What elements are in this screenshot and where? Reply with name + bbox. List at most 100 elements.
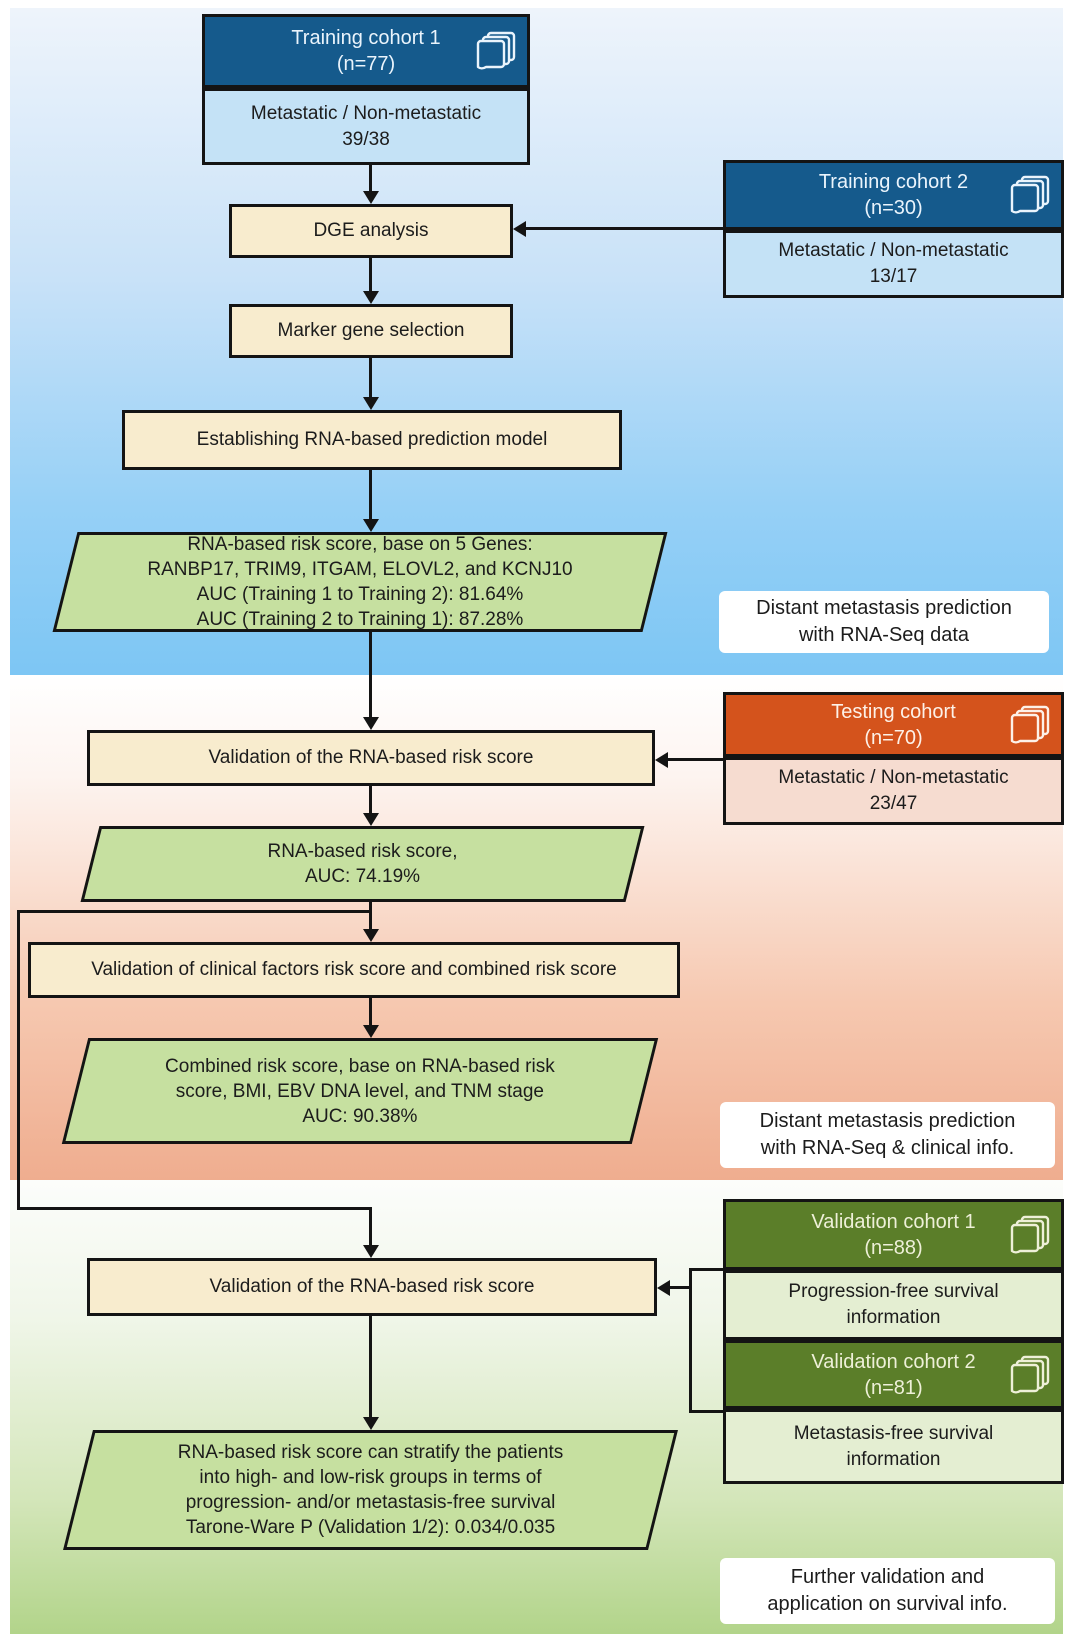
cohort-stat: Metastasis-free survival [793,1422,994,1444]
validation-cohort-1-header: Validation cohort 1 (n=88) [723,1199,1064,1270]
cohort-n: (n=70) [864,726,923,749]
result-text: Combined risk score, base on RNA-based r… [78,1054,642,1129]
cohort-title: Validation cohort 2 [811,1350,976,1373]
step-label: DGE analysis [313,220,429,241]
step-validate-clinical: Validation of clinical factors risk scor… [28,942,680,998]
training-cohort-1-stats: Metastatic / Non-metastatic 39/38 [202,88,530,165]
arrowhead-down [363,1025,379,1038]
training-cohort-2-header: Training cohort 2 (n=30) [723,160,1064,230]
result-line: AUC: 90.38% [302,1105,418,1127]
cohort-title: Testing cohort [831,700,956,723]
connector-line [369,470,372,521]
connector-line [670,1286,690,1289]
training-cohort-2-stats: Metastatic / Non-metastatic 13/17 [723,230,1064,298]
cohort-stat: 39/38 [342,128,390,150]
branch-line [17,1207,371,1210]
result-line: score, BMI, EBV DNA level, and TNM stage [175,1080,545,1102]
arrowhead-left [655,752,668,768]
documents-icon [1008,175,1052,215]
result-model-parallelogram: RNA-based risk score, base on 5 Genes: R… [52,532,668,632]
arrowhead-down [363,929,379,942]
testing-cohort-stats: Metastatic / Non-metastatic 23/47 [723,757,1064,825]
result-line: into high- and low-risk groups in terms … [199,1467,542,1488]
bracket-line [689,1410,723,1413]
caption-line: Further validation and [790,1566,985,1588]
validation-cohort-2-header: Validation cohort 2 (n=81) [723,1340,1064,1409]
connector-line [526,227,723,230]
caption-line: Distant metastasis prediction [759,1110,1016,1132]
validation-cohort-1-stats: Progression-free survival information [723,1270,1064,1340]
result-line: AUC: 74.19% [304,866,421,887]
result-text: RNA-based risk score, base on 5 Genes: R… [68,532,652,632]
training-cohort-1-header: Training cohort 1 (n=77) [202,14,530,88]
cohort-n: (n=77) [336,53,396,75]
connector-line [369,1316,372,1419]
step-label: Validation of the RNA-based risk score [209,1276,535,1297]
cohort-stat: information [846,1448,941,1470]
step-marker-gene-selection: Marker gene selection [229,304,513,358]
cohort-stat: 23/47 [869,793,918,814]
branch-line [17,910,20,1210]
arrowhead-left [513,221,526,237]
result-line: Tarone-Ware P (Validation 1/2): 0.034/0.… [185,1517,556,1538]
caption-rna-seq: Distant metastasis prediction with RNA-S… [719,591,1049,653]
bracket-line [689,1268,723,1271]
connector-line [369,786,372,815]
caption-line: application on survival info. [767,1593,1008,1615]
cohort-n: (n=88) [864,1236,923,1259]
documents-icon [1008,1215,1052,1255]
connector-line [369,358,372,399]
arrowhead-left [657,1280,670,1296]
documents-icon [1008,1355,1052,1395]
connector-line [369,258,372,293]
caption-line: Distant metastasis prediction [756,597,1012,619]
connector-line [668,758,723,761]
caption-clinical: Distant metastasis prediction with RNA-S… [720,1102,1055,1168]
documents-icon [474,31,518,71]
arrowhead-down [363,717,379,730]
cohort-n: (n=81) [864,1376,923,1399]
cohort-title: Validation cohort 1 [811,1210,976,1233]
result-survival-parallelogram: RNA-based risk score can stratify the pa… [63,1430,678,1550]
result-line: RANBP17, TRIM9, ITGAM, ELOVL2, and KCNJ1… [147,559,573,580]
result-text: RNA-based risk score can stratify the pa… [81,1440,660,1540]
cohort-stat: Progression-free survival [788,1281,999,1302]
arrowhead-down [363,519,379,532]
validation-cohort-2-stats: Metastasis-free survival information [723,1409,1064,1484]
result-line: RNA-based risk score, base on 5 Genes: [187,534,533,555]
cohort-title: Training cohort 1 [291,27,441,49]
cohort-title: Training cohort 2 [818,171,969,193]
caption-survival: Further validation and application on su… [720,1558,1055,1624]
arrowhead-down [363,1245,379,1258]
arrowhead-down [363,191,379,204]
caption-line: with RNA-Seq & clinical info. [760,1137,1015,1159]
step-dge-analysis: DGE analysis [229,204,513,258]
testing-cohort-header: Testing cohort (n=70) [723,692,1064,757]
arrowhead-down [363,397,379,410]
result-testing-auc-parallelogram: RNA-based risk score, AUC: 74.19% [80,826,645,902]
step-validate-rna-survival: Validation of the RNA-based risk score [87,1258,657,1316]
cohort-stat: Metastatic / Non-metastatic [778,240,1009,261]
connector-line [369,165,372,193]
result-text: RNA-based risk score, AUC: 74.19% [93,839,632,889]
cohort-stat: Metastatic / Non-metastatic [250,102,482,124]
connector-line [369,902,372,931]
result-line: Combined risk score, base on RNA-based r… [165,1055,555,1077]
connector-line [369,998,372,1027]
step-establish-model: Establishing RNA-based prediction model [122,410,622,470]
step-label: Validation of clinical factors risk scor… [91,959,617,980]
result-line: RNA-based risk score can stratify the pa… [177,1442,564,1463]
arrowhead-down [363,813,379,826]
cohort-stat: 13/17 [869,266,918,287]
documents-icon [1008,705,1052,745]
connector-line [369,632,372,719]
connector-line [369,1207,372,1247]
cohort-n: (n=30) [864,197,923,219]
step-label: Marker gene selection [277,320,465,341]
arrowhead-down [363,1417,379,1430]
arrowhead-down [363,291,379,304]
result-line: AUC (Training 1 to Training 2): 81.64% [196,584,524,605]
result-line: RNA-based risk score, [267,841,458,862]
caption-line: with RNA-Seq data [798,624,970,646]
